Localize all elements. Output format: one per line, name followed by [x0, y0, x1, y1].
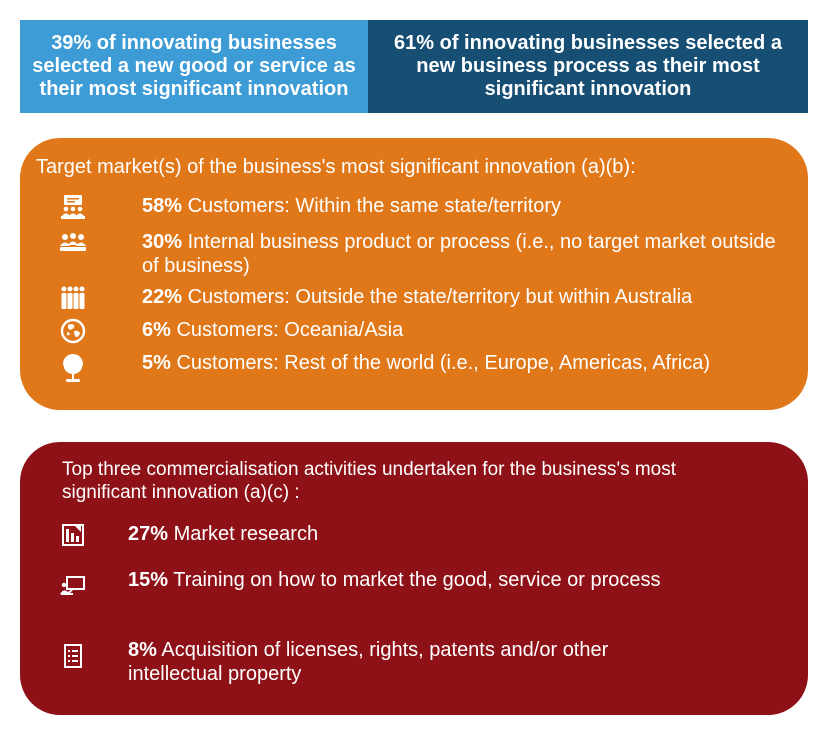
commercialisation-item-text: 27% Market research	[128, 523, 319, 545]
desk-globe-icon	[58, 351, 88, 385]
new-good-service-stat: 39% of innovating businesses selected a …	[20, 20, 368, 113]
training-board-icon	[58, 572, 88, 598]
crowd-icon	[58, 285, 88, 311]
target-market-item-text: 5% Customers: Rest of the world (i.e., E…	[142, 352, 710, 374]
target-market-item: 30% Internal business product or process…	[58, 230, 798, 278]
target-market-heading: Target market(s) of the business's most …	[36, 156, 636, 178]
target-market-item-text: 22% Customers: Outside the state/territo…	[142, 286, 693, 308]
target-market-card: Target market(s) of the business's most …	[20, 138, 808, 410]
new-business-process-stat: 61% of innovating businesses selected a …	[368, 20, 808, 113]
commercialisation-card: Top three commercialisation activities u…	[20, 442, 808, 715]
commercialisation-item: 15% Training on how to market the good, …	[58, 568, 758, 616]
top-banner: 39% of innovating businesses selected a …	[20, 20, 808, 113]
group-meeting-icon	[58, 230, 88, 256]
commercialisation-item: 8% Acquisition of licenses, rights, pate…	[58, 638, 758, 686]
commercialisation-item-text: 15% Training on how to market the good, …	[128, 569, 661, 591]
target-market-item-text: 30% Internal business product or process…	[142, 231, 776, 277]
commercialisation-heading: Top three commercialisation activities u…	[62, 459, 677, 503]
bar-chart-report-icon	[58, 522, 88, 548]
target-market-item: 6% Customers: Oceania/Asia	[58, 318, 798, 344]
target-market-item: 58% Customers: Within the same state/ter…	[58, 194, 798, 220]
commercialisation-item-text: 8% Acquisition of licenses, rights, pate…	[128, 639, 609, 685]
document-list-icon	[58, 642, 88, 670]
target-market-item-text: 58% Customers: Within the same state/ter…	[142, 195, 562, 217]
globe-asia-icon	[58, 318, 88, 344]
presenter-audience-icon	[58, 194, 88, 220]
commercialisation-item: 27% Market research	[58, 522, 758, 548]
target-market-item: 5% Customers: Rest of the world (i.e., E…	[58, 351, 798, 399]
target-market-item-text: 6% Customers: Oceania/Asia	[142, 319, 404, 341]
target-market-item: 22% Customers: Outside the state/territo…	[58, 285, 798, 311]
